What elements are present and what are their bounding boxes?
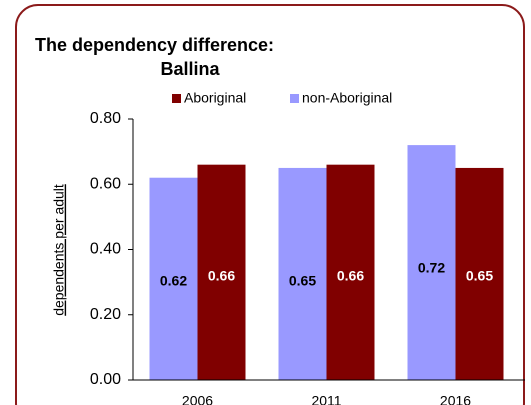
y-tick-label: 0.40 [90, 241, 121, 258]
data-label: 0.72 [418, 260, 445, 276]
data-label: 0.65 [289, 273, 316, 289]
bar [455, 167, 504, 380]
frame [15, 4, 525, 405]
x-tick-label: 2016 [440, 393, 471, 405]
legend-swatch [290, 94, 299, 103]
bar [149, 177, 198, 380]
data-label: 0.66 [337, 268, 364, 284]
legend-swatch [172, 94, 181, 103]
bar [407, 145, 456, 380]
y-axis-label: dependents per adult [51, 184, 67, 316]
y-tick-label: 0.00 [90, 371, 121, 388]
data-label: 0.66 [208, 268, 235, 284]
legend-label: Aboriginal [184, 90, 246, 106]
data-label: 0.65 [466, 268, 493, 284]
chart-subtitle: Ballina [160, 59, 220, 79]
y-tick-label: 0.80 [90, 110, 121, 127]
y-tick-label: 0.60 [90, 175, 121, 192]
chart-title: The dependency difference: [35, 35, 274, 55]
bar [197, 164, 246, 380]
data-label: 0.62 [160, 273, 187, 289]
x-tick-label: 2011 [311, 393, 341, 405]
y-tick-label: 0.20 [90, 306, 121, 323]
legend-label: non-Aboriginal [302, 90, 392, 106]
bar [326, 164, 375, 380]
bar [278, 167, 327, 380]
x-tick-label: 2006 [182, 393, 213, 405]
